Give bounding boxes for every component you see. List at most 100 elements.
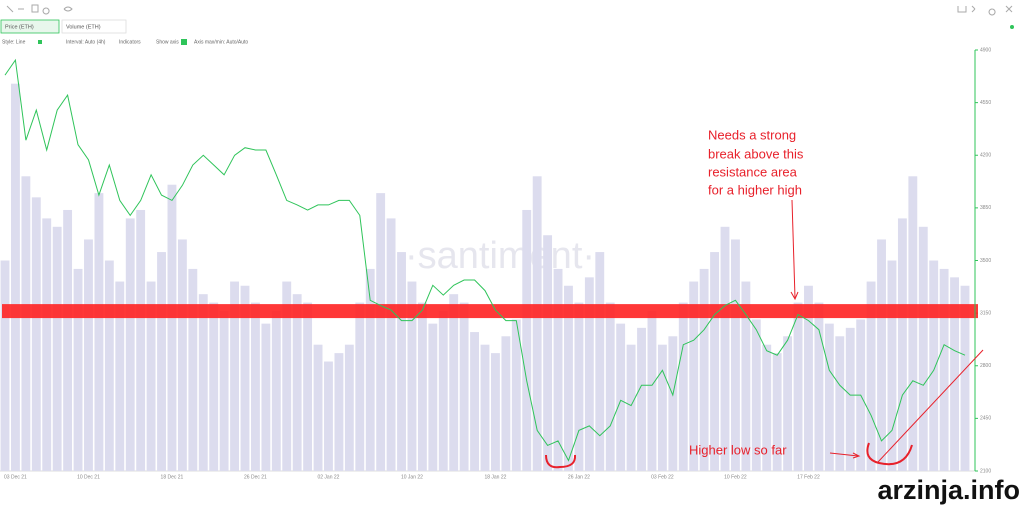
volume-bar bbox=[376, 193, 386, 471]
volume-bar bbox=[63, 209, 73, 472]
option[interactable]: Indicators bbox=[119, 39, 141, 45]
x-tick-label: 10 Dec 21 bbox=[77, 474, 100, 480]
annotation: resistance area bbox=[708, 164, 798, 179]
volume-bar bbox=[449, 294, 459, 471]
volume-bar bbox=[960, 285, 970, 471]
volume-bar bbox=[741, 281, 751, 471]
y-tick-label: 2450 bbox=[980, 416, 991, 422]
y-tick-label: 4200 bbox=[980, 153, 991, 159]
volume-bar bbox=[355, 302, 365, 471]
volume-bar bbox=[167, 184, 177, 471]
volume-bar bbox=[438, 311, 448, 471]
volume-bar bbox=[136, 209, 146, 472]
resistance-band bbox=[2, 304, 978, 319]
volume-bar bbox=[230, 281, 239, 471]
volume-bar bbox=[616, 323, 626, 471]
volume-bar bbox=[626, 344, 636, 471]
volume-bar bbox=[699, 268, 709, 471]
volume-bar bbox=[772, 353, 782, 471]
volume-bar bbox=[157, 252, 166, 471]
volume-bar bbox=[115, 281, 125, 471]
volume-bar bbox=[480, 344, 490, 471]
watermark: ·santiment· bbox=[405, 235, 595, 277]
volume-bar bbox=[104, 260, 114, 471]
option[interactable]: Axis max/min: Auto/Auto bbox=[194, 39, 248, 45]
volume-bar bbox=[417, 302, 427, 471]
x-tick-label: 18 Dec 21 bbox=[161, 474, 184, 480]
volume-bar bbox=[804, 285, 813, 471]
x-tick-label: 03 Dec 21 bbox=[4, 474, 27, 480]
volume-bar bbox=[397, 252, 406, 471]
volume-bar bbox=[188, 268, 198, 471]
tab[interactable]: Volume (ETH) bbox=[66, 24, 101, 30]
volume-bar bbox=[783, 336, 793, 471]
x-tick-label: 03 Feb 22 bbox=[651, 474, 674, 480]
annotation: for a higher high bbox=[708, 182, 802, 197]
volume-bar bbox=[584, 277, 594, 471]
volume-bar bbox=[522, 209, 532, 472]
volume-bar bbox=[897, 218, 907, 471]
volume-bar bbox=[689, 281, 699, 471]
annotation: Needs a strong bbox=[708, 127, 796, 142]
volume-bar bbox=[0, 260, 10, 471]
volume-bar bbox=[657, 344, 667, 471]
volume-bar bbox=[918, 226, 928, 471]
volume-bar bbox=[303, 302, 313, 471]
site-watermark: arzinja.info bbox=[877, 475, 1020, 505]
volume-bar bbox=[94, 193, 104, 471]
volume-bar bbox=[908, 176, 918, 472]
volume-bar bbox=[887, 260, 897, 471]
y-tick-label: 2100 bbox=[980, 468, 991, 474]
volume-bar bbox=[532, 176, 542, 472]
y-tick-label: 3850 bbox=[980, 205, 991, 211]
volume-bar bbox=[762, 344, 772, 471]
tab[interactable]: Price (ETH) bbox=[5, 24, 34, 30]
volume-bar bbox=[720, 226, 730, 471]
y-tick-label: 4900 bbox=[980, 47, 991, 53]
x-tick-label: 10 Jan 22 bbox=[401, 474, 423, 480]
volume-bar bbox=[731, 239, 740, 471]
volume-bar bbox=[543, 235, 553, 471]
volume-bar bbox=[251, 302, 260, 471]
annotation: Higher low so far bbox=[689, 442, 787, 457]
price-line bbox=[4, 58, 966, 462]
volume-bar bbox=[240, 285, 250, 471]
volume-bar bbox=[146, 281, 156, 471]
volume-bar bbox=[501, 336, 511, 471]
volume-bar bbox=[334, 353, 344, 471]
volume-bar bbox=[459, 302, 469, 471]
volume-bar bbox=[710, 252, 719, 471]
volume-bar bbox=[824, 323, 834, 471]
volume-bar bbox=[950, 277, 959, 471]
volume-bar bbox=[344, 344, 354, 471]
volume-bar bbox=[866, 281, 876, 471]
y-tick-label: 2800 bbox=[980, 363, 991, 369]
volume-bar bbox=[470, 332, 479, 471]
annotation: break above this bbox=[708, 146, 804, 161]
volume-bar bbox=[292, 294, 302, 471]
volume-bar bbox=[751, 319, 761, 471]
volume-bar bbox=[73, 268, 83, 471]
x-tick-label: 26 Dec 21 bbox=[244, 474, 267, 480]
volume-bar bbox=[21, 176, 31, 472]
volume-bar bbox=[365, 268, 375, 471]
volume-bar bbox=[261, 323, 271, 471]
y-tick-label: 3500 bbox=[980, 258, 991, 264]
option[interactable]: Show axis bbox=[156, 39, 179, 45]
volume-bar bbox=[647, 311, 657, 471]
volume-bar bbox=[386, 218, 396, 471]
volume-bar bbox=[574, 302, 584, 471]
option[interactable]: Style: Line bbox=[2, 39, 26, 45]
volume-bar bbox=[177, 239, 187, 471]
x-tick-label: 02 Jan 22 bbox=[317, 474, 339, 480]
y-tick-label: 4550 bbox=[980, 100, 991, 106]
volume-bar bbox=[219, 311, 229, 471]
volume-bar bbox=[491, 353, 500, 471]
volume-bar bbox=[31, 197, 41, 471]
volume-bar bbox=[637, 327, 646, 471]
option[interactable]: Interval: Auto (4h) bbox=[66, 39, 106, 45]
x-tick-label: 18 Jan 22 bbox=[484, 474, 506, 480]
volume-bar bbox=[668, 336, 678, 471]
y-tick-label: 3150 bbox=[980, 310, 991, 316]
